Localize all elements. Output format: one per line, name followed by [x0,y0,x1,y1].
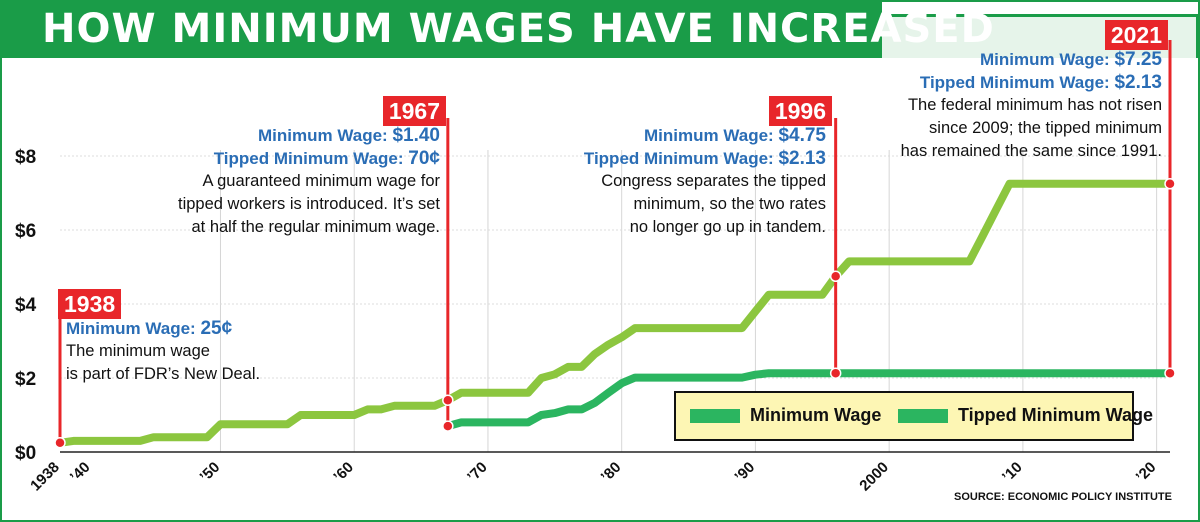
series-line-tipped-minimum-wage [443,369,1174,431]
x-axis: 1938’40 ’50 ’60 ’70 ’80 ’90 2000 ’10 ’20 [27,459,1159,495]
min-wage-value-1938: 25¢ [200,318,233,339]
tipped-label-2021: Tipped Minimum Wage: [919,73,1110,92]
x-tick-label: ’20 [1133,459,1160,486]
min-wage-value-2021: $7.25 [1114,49,1162,70]
min-wage-label-2021: Minimum Wage: [980,50,1110,69]
tipped-value-2021: $2.13 [1114,72,1162,93]
series-lines [56,179,1174,447]
desc-1996-line2: minimum, so the two rates [633,195,826,213]
legend-swatch-minimum [690,408,740,423]
y-tick-label: $6 [15,221,36,242]
x-tick-label: ’10 [999,459,1026,486]
desc-1996-line3: no longer go up in tandem. [629,218,826,236]
legend-label-minimum: Minimum Wage [750,405,882,425]
source-note: SOURCE: ECONOMIC POLICY INSTITUTE [954,491,1172,503]
tipped-value-1967: 70¢ [408,148,440,169]
legend-swatch-tipped [898,408,948,423]
x-tick-label: ’60 [330,459,357,486]
desc-1967-line1: A guaranteed minimum wage for [202,172,440,190]
min-wage-label-1967: Minimum Wage: [258,126,388,145]
marker-dot-1996-0 [829,270,842,282]
tipped-value-1996: $2.13 [778,148,826,169]
marker-dot-1996-1 [829,367,842,379]
desc-1938-line2: is part of FDR’s New Deal. [66,365,261,383]
x-tick-label: ’90 [731,459,758,486]
x-tick-label: ’40 [67,459,94,486]
legend-item-tipped: Tipped Minimum Wage [898,405,1153,426]
desc-1938-line1: The minimum wage [66,342,210,360]
marker-dot-2021-1 [1164,367,1176,379]
y-tick-label: $2 [15,369,36,390]
year-badge-1967: 1967 [382,96,446,126]
year-badge-1938: 1938 [58,289,122,319]
desc-1996-line1: Congress separates the tipped [601,172,826,190]
min-wage-label-1938: Minimum Wage: [66,319,196,338]
y-tick-label: $8 [15,147,36,168]
marker-dot-1967-0 [442,394,454,406]
tipped-label-1967: Tipped Minimum Wage: [213,149,404,168]
marker-dot-2021-0 [1164,178,1176,190]
x-tick-label: ’70 [464,459,491,486]
title-bar: HOW MINIMUM WAGES HAVE INCREASED [0,0,994,58]
x-tick-label: 1938 [27,459,63,495]
desc-1967-line2: tipped workers is introduced. It’s set [178,195,440,213]
year-badge-2021: 2021 [1104,20,1168,50]
marker-dot-1938-0 [54,437,66,449]
legend-item-minimum: Minimum Wage [690,405,881,426]
min-wage-value-1996: $4.75 [778,125,826,146]
y-axis: $0 $2 $4 $6 $8 [15,147,37,464]
x-tick-label: ’50 [197,459,224,486]
min-wage-label-1996: Minimum Wage: [644,126,774,145]
desc-2021-line2: since 2009; the tipped minimum [929,119,1162,137]
series-line-minimum-wage [56,179,1174,447]
y-tick-label: $0 [15,443,36,464]
y-tick-label: $4 [15,295,37,316]
tipped-label-1996: Tipped Minimum Wage: [583,149,774,168]
min-wage-value-1967: $1.40 [392,125,440,146]
x-tick-label: 2000 [856,459,892,495]
desc-1967-line3: at half the regular minimum wage. [191,218,440,236]
legend: Minimum Wage Tipped Minimum Wage [674,391,1153,441]
gridlines [60,150,1170,453]
x-tick-label: ’80 [598,459,625,486]
desc-2021-line1: The federal minimum has not risen [907,96,1162,114]
event-markers [54,40,1176,449]
year-badge-1996: 1996 [768,96,832,126]
marker-dot-1967-1 [442,420,454,432]
legend-label-tipped: Tipped Minimum Wage [958,405,1154,425]
desc-2021-line3: has remained the same since 1991. [900,142,1162,160]
page-title: HOW MINIMUM WAGES HAVE INCREASED [42,6,995,52]
